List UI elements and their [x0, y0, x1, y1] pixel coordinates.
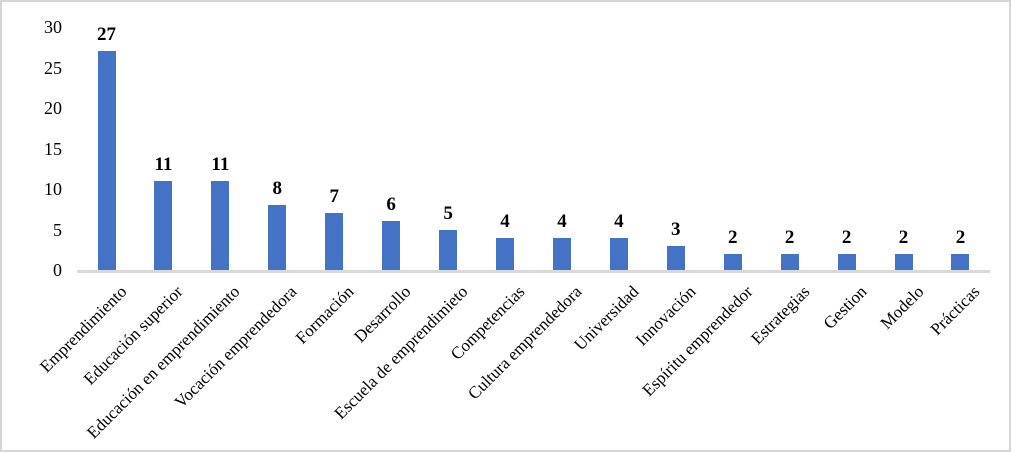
y-axis-tick-label: 25	[44, 57, 62, 78]
bar-value-label: 2	[841, 226, 852, 248]
bar	[951, 253, 970, 270]
bar-value-label: 2	[955, 226, 966, 248]
y-axis-tick-label: 0	[53, 260, 62, 280]
bar-value-label: 2	[727, 226, 738, 248]
bar	[609, 237, 628, 270]
bar-value-label: 11	[154, 153, 173, 175]
bar	[382, 221, 401, 270]
bar-value-label: 4	[500, 210, 510, 232]
bar-value-label: 7	[329, 186, 339, 208]
y-axis-tick-label: 10	[44, 179, 62, 199]
bar	[439, 229, 458, 270]
y-axis-tick-label: 20	[44, 98, 62, 118]
bar-value-label: 2	[784, 226, 795, 248]
x-axis-line	[77, 270, 990, 273]
bar-value-label: 4	[557, 210, 567, 232]
bar	[837, 253, 856, 270]
bar	[325, 213, 344, 270]
bar	[666, 245, 685, 270]
bar-value-label: 4	[614, 210, 624, 232]
bar	[97, 51, 116, 270]
bar	[552, 237, 571, 270]
bar	[268, 205, 287, 270]
y-axis-tick-label: 5	[53, 219, 62, 240]
bar	[723, 253, 742, 270]
y-axis-tick-label: 30	[44, 17, 62, 37]
bar-value-label: 27	[97, 24, 116, 46]
bar-value-label: 11	[211, 153, 230, 175]
bar	[496, 237, 514, 270]
bar-value-label: 8	[272, 178, 283, 200]
bar-value-label: 3	[671, 218, 681, 240]
bar	[780, 253, 799, 270]
bar	[211, 180, 230, 270]
bar-value-label: 6	[386, 194, 396, 216]
bar	[154, 180, 173, 270]
bar-value-label: 2	[898, 226, 909, 248]
bar	[894, 253, 913, 270]
y-axis-tick-label: 15	[44, 138, 62, 159]
bar-value-label: 5	[443, 202, 453, 224]
